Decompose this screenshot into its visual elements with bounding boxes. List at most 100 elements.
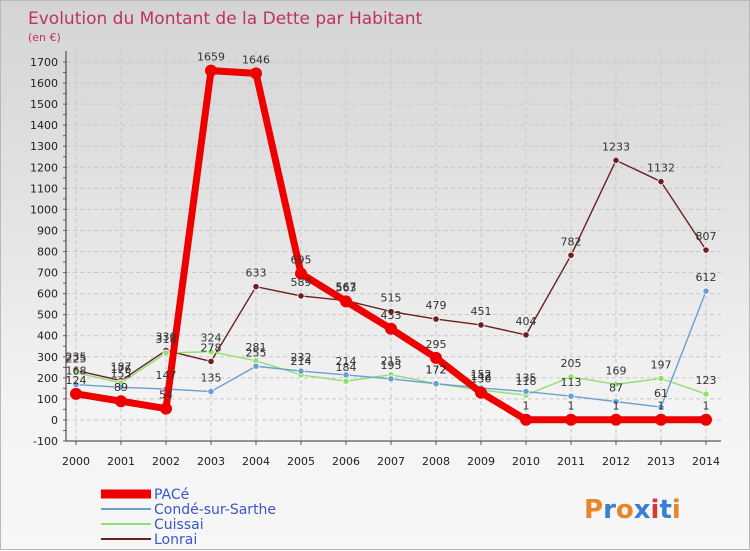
data-label: 176 [111,363,132,376]
data-label: 232 [291,351,312,364]
data-label: 1 [613,400,620,413]
data-label: 281 [246,341,267,354]
data-label: 152 [471,368,492,381]
data-label: 113 [561,376,582,389]
data-point [430,351,442,364]
data-point [162,349,170,357]
data-label: 255 [246,346,267,359]
series-layer [70,64,712,426]
data-label: 782 [561,235,582,248]
y-tick-label: 900 [37,224,58,237]
y-tick-label: 1000 [30,203,58,216]
data-label: 124 [66,374,87,387]
y-tick-label: -100 [33,435,58,448]
x-tick-label: 2005 [287,455,315,468]
data-label: 451 [471,305,492,318]
y-axis-unit: (en €) [28,31,61,44]
x-tick-label: 2014 [692,455,720,468]
data-point [115,395,127,408]
x-tick-label: 2003 [197,455,225,468]
data-label: 87 [609,382,623,395]
data-point [657,374,665,383]
data-label: 142 [471,370,492,383]
data-point [72,368,80,377]
legend-label: PACé [154,487,189,503]
x-tick-label: 2002 [152,455,180,468]
data-label: 1 [568,400,575,413]
data-label: 807 [696,230,717,243]
data-label: 479 [426,299,447,312]
data-point [522,331,530,339]
data-point [567,392,575,400]
data-label: 278 [201,341,222,354]
data-point [295,267,307,280]
data-point [612,380,620,388]
legend-label: Lonrai [154,532,197,548]
data-point [117,383,125,391]
data-label: 318 [156,333,177,346]
y-tick-label: 1400 [30,119,58,132]
data-label: 118 [516,375,537,388]
data-point [567,251,575,259]
y-tick-label: 800 [37,246,58,259]
data-label: 695 [291,254,312,267]
data-label: 567 [336,281,357,294]
x-tick-label: 2004 [242,455,270,468]
chart-title: Evolution du Montant de la Dette par Hab… [28,9,423,29]
data-point [250,67,262,80]
data-label: 195 [381,359,402,372]
data-label: 54 [159,389,173,402]
x-tick-label: 2007 [377,455,405,468]
data-label: 147 [156,369,177,382]
data-label: 123 [696,374,717,387]
data-label: 61 [654,387,668,400]
data-label: 324 [201,332,222,345]
data-point [207,357,215,366]
y-tick-label: 400 [37,330,58,343]
y-tick-label: 100 [37,393,58,406]
data-label: 404 [516,315,537,328]
data-label: 214 [291,355,312,368]
data-label: 1 [523,400,530,413]
data-label: 205 [561,357,582,370]
data-label: 225 [66,353,87,366]
data-label: 169 [606,364,627,377]
y-tick-label: 1700 [30,56,58,69]
data-point [340,295,352,308]
data-label: 172 [426,364,447,377]
data-point [160,402,172,415]
data-point [297,367,305,375]
data-point [385,322,397,335]
proxiti-logo: Proxiti [584,495,681,525]
data-label: 295 [426,338,447,351]
data-point [657,177,665,186]
data-label: 215 [381,355,402,368]
y-tick-label: 1300 [30,140,58,153]
x-tick-label: 2011 [557,455,585,468]
data-point [702,287,710,295]
x-tick-label: 2009 [467,455,495,468]
data-point [657,403,665,411]
y-tick-label: 700 [37,267,58,280]
data-point [702,246,710,254]
data-label: 172 [426,364,447,377]
data-labels: 124 89 54 1659 1646 695 563 433 295 130 1 1 1 1 1 168 15… [66,51,717,413]
data-point [342,371,350,379]
y-tick-label: 1100 [30,182,58,195]
data-label: 214 [336,355,357,368]
data-point [520,413,532,426]
data-point [702,390,710,398]
data-point [565,413,577,426]
data-point [297,292,305,300]
y-tick-label: 200 [37,372,58,385]
data-point [432,315,440,323]
legend-label: Condé-sur-Sarthe [154,502,276,518]
data-label: 433 [381,309,402,322]
data-label: 633 [246,267,267,280]
data-point [477,321,485,329]
y-tick-label: 300 [37,351,58,364]
data-label: 155 [111,367,132,380]
data-label: 563 [336,281,357,294]
y-tick-label: 600 [37,288,58,301]
